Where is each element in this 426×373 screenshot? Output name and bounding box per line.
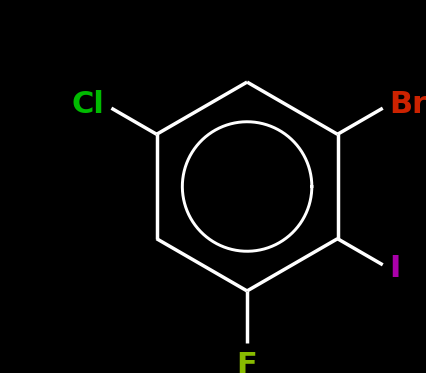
Text: Cl: Cl xyxy=(72,90,105,119)
Text: I: I xyxy=(389,254,401,283)
Text: Br: Br xyxy=(389,90,426,119)
Text: F: F xyxy=(237,351,257,373)
